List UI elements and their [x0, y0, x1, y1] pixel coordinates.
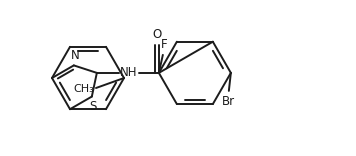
Text: Br: Br [222, 95, 235, 108]
Text: F: F [161, 38, 167, 51]
Text: N: N [70, 49, 79, 62]
Text: CH₃: CH₃ [73, 84, 94, 94]
Text: NH: NH [120, 66, 138, 79]
Text: S: S [89, 100, 96, 113]
Text: O: O [152, 28, 162, 41]
